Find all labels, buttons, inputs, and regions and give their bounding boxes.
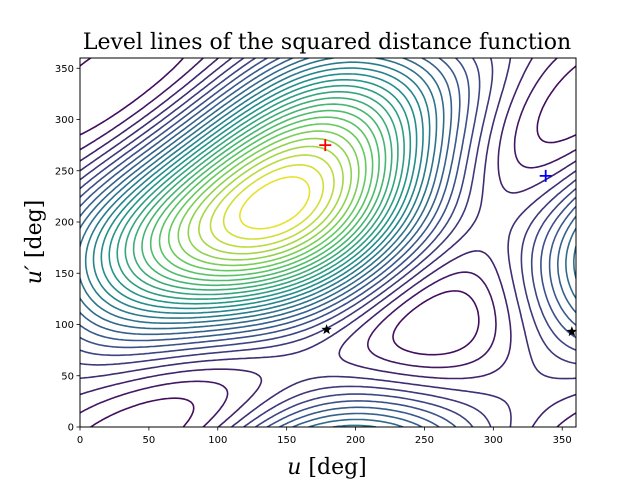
contour-level [80,58,576,427]
x-axis-label: u [deg] [287,455,367,480]
contour-level [80,58,576,427]
contour-level [92,67,424,314]
contour-level [187,137,353,261]
contour-level [198,145,344,255]
markers [319,139,578,337]
contour-level [124,90,399,296]
x-tick-label: 0 [77,435,83,446]
contour-level [108,79,412,305]
contour-level [116,84,405,300]
contour-level [80,58,576,427]
y-axis-label: u′ [deg] [22,200,47,285]
contour-lines [80,58,576,427]
minimum-marker [539,169,552,182]
y-tick-label: 350 [55,64,74,75]
contour-level [100,73,418,310]
contour-level [141,103,387,287]
contour-level [177,130,360,267]
contour-level [80,58,576,427]
y-tick-label: 100 [55,320,74,331]
y-tick-label: 50 [61,371,74,382]
contour-level [80,58,576,427]
x-tick-label: 300 [484,435,503,446]
saddle-1-marker [321,324,332,335]
x-tick-label: 250 [415,435,434,446]
contour-level [80,58,576,427]
contour-level [149,109,380,282]
contour-level [222,164,325,240]
contour-level [80,58,576,427]
contour-level [132,97,393,291]
contour-level [158,116,374,277]
contour-level [84,61,431,319]
contour-level [167,123,367,272]
y-tick-label: 0 [68,423,74,434]
contour-level [80,58,576,427]
plot-frame [79,57,577,428]
y-tick-label: 300 [55,115,74,126]
contour-level [80,58,576,427]
y-tick-label: 200 [55,218,74,229]
x-tick-label: 50 [143,435,156,446]
saddle-2-marker [566,326,578,337]
contour-level [80,58,576,427]
x-tick-label: 350 [553,435,572,446]
x-tick-label: 100 [208,435,227,446]
x-tick-label: 150 [277,435,296,446]
chart-title: Level lines of the squared distance func… [83,30,571,55]
maximum-marker [319,139,332,152]
y-tick-label: 150 [55,269,74,280]
contour-level [80,58,576,427]
contour-level [239,176,311,230]
x-axis-ticks: 0 50 100 150 200 250 300 350 [77,427,572,446]
x-tick-label: 200 [346,435,365,446]
y-tick-label: 250 [55,166,74,177]
contour-level [209,154,335,248]
y-axis-ticks: 0 50 100 150 200 250 300 350 [55,64,80,434]
